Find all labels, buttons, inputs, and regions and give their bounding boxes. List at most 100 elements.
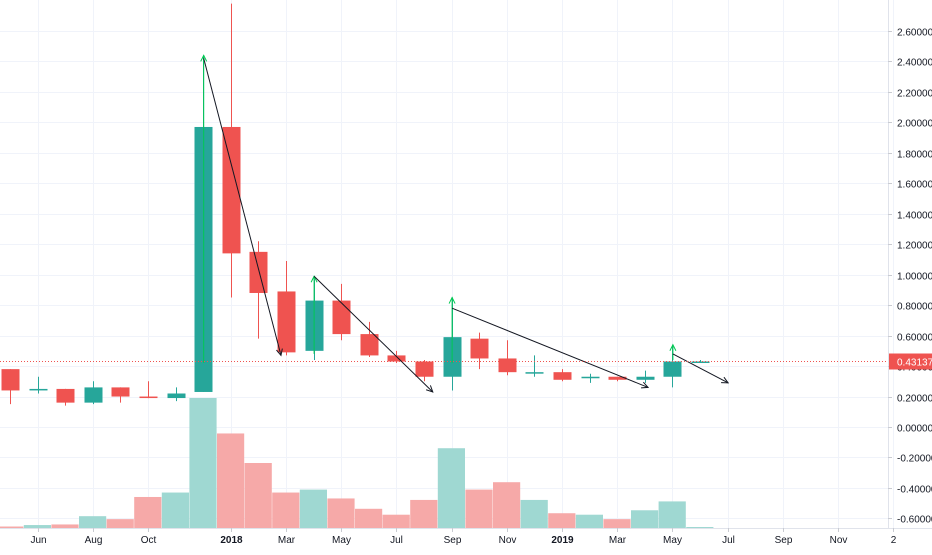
time-tick-label: Oct xyxy=(141,535,157,546)
candle[interactable] xyxy=(249,241,268,339)
price-tick-label: 1.60000 xyxy=(897,180,932,191)
price-tick-label: -0.60000 xyxy=(897,515,932,526)
volume-bar xyxy=(575,514,603,528)
candle[interactable] xyxy=(470,332,489,370)
volume-bar xyxy=(0,526,24,528)
candle-body xyxy=(56,388,75,403)
time-tick-label: Mar xyxy=(278,535,296,546)
candle-body xyxy=(525,372,544,374)
volume-bar xyxy=(437,448,465,528)
candle[interactable] xyxy=(1,369,20,405)
candles[interactable] xyxy=(1,3,710,406)
price-tick-label: 0.80000 xyxy=(897,302,932,313)
price-axis[interactable]: 2.60000 2.40000 2.20000 2.00000 1.80000 1.600… xyxy=(888,28,932,526)
candle-body xyxy=(498,358,517,373)
price-tick-label: -0.20000 xyxy=(897,454,932,465)
time-tick-label: Sep xyxy=(444,535,462,546)
volume-bar xyxy=(465,489,493,528)
candle[interactable] xyxy=(111,387,130,403)
price-tick-label: 2.40000 xyxy=(897,58,932,69)
volume-bar xyxy=(382,514,410,528)
candle[interactable] xyxy=(608,376,627,382)
volume-bar xyxy=(299,489,327,528)
black-trend-arrow xyxy=(451,307,649,388)
last-price-label: 0.43137 xyxy=(889,353,932,370)
candle[interactable] xyxy=(222,3,241,298)
candle[interactable] xyxy=(498,340,517,376)
black-arrowhead xyxy=(276,348,283,357)
volume-bar xyxy=(410,499,438,528)
candle-body xyxy=(387,355,406,362)
candle-body xyxy=(332,300,351,335)
volume-bar xyxy=(520,499,548,528)
candle-body xyxy=(222,126,241,254)
candle[interactable] xyxy=(332,283,351,341)
volume-bar xyxy=(134,496,162,528)
time-tick-label: Aug xyxy=(85,535,103,546)
time-axis[interactable]: Jun Aug Oct 2018 Mar May Jul Sep Nov 2019 Mar May Ju… xyxy=(30,528,897,546)
candle[interactable] xyxy=(360,321,379,357)
volume-bar xyxy=(686,527,714,528)
last-price-value: 0.43137 xyxy=(897,358,932,369)
grid xyxy=(0,0,894,528)
candle-body xyxy=(167,393,186,399)
time-tick-label: Sep xyxy=(775,535,793,546)
candle[interactable] xyxy=(29,376,48,394)
volume-bar xyxy=(658,501,686,528)
time-tick-label: Nov xyxy=(499,535,517,546)
candle[interactable] xyxy=(84,381,103,405)
candle-body xyxy=(111,387,130,397)
candle[interactable] xyxy=(581,373,600,383)
candle-body xyxy=(636,376,655,380)
volume-bar xyxy=(603,519,631,528)
candle[interactable] xyxy=(636,370,655,383)
candle-body xyxy=(608,376,627,380)
price-tick-label: 2.60000 xyxy=(897,28,932,39)
trend-annotations xyxy=(200,54,730,393)
candle[interactable] xyxy=(56,388,75,406)
candle-body xyxy=(1,369,20,391)
candle-body xyxy=(553,372,572,380)
volume-bar xyxy=(327,498,355,528)
candle[interactable] xyxy=(167,387,186,402)
candle-body xyxy=(84,387,103,403)
price-tick-label: 1.20000 xyxy=(897,241,932,252)
volume-bar xyxy=(161,492,189,528)
candle-body xyxy=(470,338,489,359)
candle-body xyxy=(663,361,682,377)
price-tick-label: 0.60000 xyxy=(897,333,932,344)
time-tick-label: May xyxy=(332,535,351,546)
volume-bar xyxy=(217,433,245,528)
candle-body xyxy=(691,361,710,364)
green-arrowhead xyxy=(200,54,208,62)
black-trend-arrow xyxy=(203,58,282,356)
price-tick-label: 2.00000 xyxy=(897,119,932,130)
candle-body xyxy=(415,361,434,377)
time-tick-label: 2018 xyxy=(220,535,243,546)
price-tick-label: 1.80000 xyxy=(897,150,932,161)
volume-bar xyxy=(493,482,521,528)
candle-body xyxy=(139,396,158,399)
candle[interactable] xyxy=(415,359,434,382)
volume-bar xyxy=(548,513,576,528)
volume-bar xyxy=(51,524,79,528)
candle-body xyxy=(277,291,296,353)
candle[interactable] xyxy=(525,355,544,377)
candle[interactable] xyxy=(139,381,158,399)
candle-body xyxy=(29,388,48,391)
time-tick-label: 2 xyxy=(891,535,897,546)
price-tick-label: -0.40000 xyxy=(897,485,932,496)
volume-bar xyxy=(79,516,107,528)
volume-bar xyxy=(355,508,383,528)
price-tick-label: 2.20000 xyxy=(897,89,932,100)
volume-bar xyxy=(23,525,51,528)
volume-bar xyxy=(244,463,272,528)
candle[interactable] xyxy=(277,260,296,356)
time-tick-label: Jul xyxy=(722,535,735,546)
candle[interactable] xyxy=(553,369,572,382)
volume-bars xyxy=(0,398,714,528)
candle[interactable] xyxy=(691,359,710,364)
candle-body xyxy=(581,376,600,379)
